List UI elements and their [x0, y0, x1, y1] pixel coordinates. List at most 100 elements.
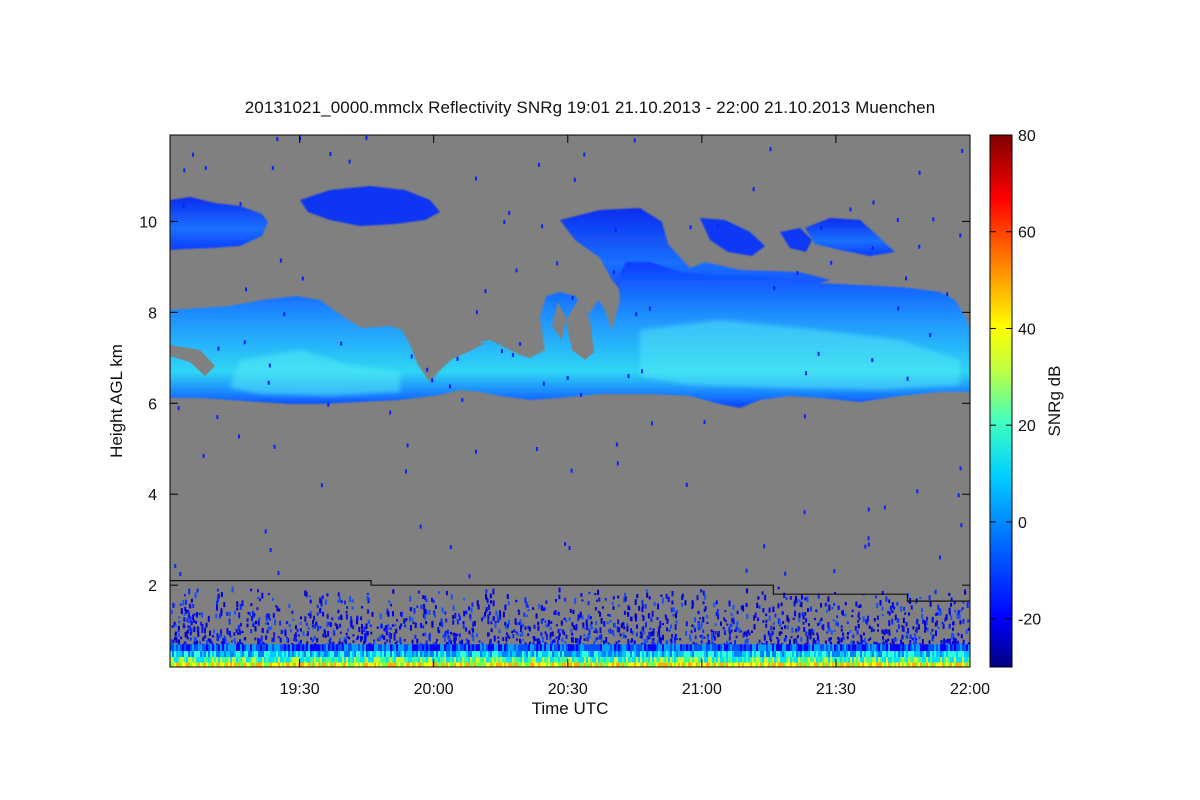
clutter-band-pixel [652, 651, 654, 657]
noise-pixel [871, 358, 874, 363]
clutter-band-pixel [462, 644, 464, 652]
clutter-band-pixel [474, 644, 476, 652]
clutter-pixel [494, 621, 497, 625]
clutter-band-pixel [492, 657, 494, 663]
clutter-band-pixel [424, 651, 426, 657]
clutter-band-pixel [418, 651, 420, 657]
clutter-band-pixel [354, 644, 356, 652]
clutter-band-pixel [480, 662, 482, 667]
noise-pixel [174, 564, 177, 569]
clutter-band-pixel [626, 662, 628, 667]
clutter-pixel [557, 635, 560, 641]
clutter-pixel [462, 624, 465, 629]
clutter-pixel [182, 599, 185, 606]
clutter-band-pixel [870, 644, 872, 652]
clutter-pixel [660, 637, 662, 641]
clutter-pixel [798, 627, 801, 630]
noise-pixel [564, 542, 567, 546]
noise-pixel [271, 166, 274, 170]
clutter-band-pixel [664, 662, 666, 667]
clutter-pixel [743, 632, 746, 636]
clutter-band-pixel [564, 644, 566, 652]
clutter-pixel [761, 642, 763, 645]
clutter-band-pixel [912, 662, 914, 667]
clutter-band-pixel [786, 657, 788, 663]
clutter-band-pixel [264, 651, 266, 657]
clutter-band-pixel [328, 657, 330, 663]
clutter-band-pixel [854, 662, 856, 667]
clutter-pixel [717, 631, 720, 638]
clutter-pixel [702, 629, 705, 633]
clutter-pixel [180, 636, 183, 640]
clutter-band-pixel [952, 657, 954, 663]
clutter-band-pixel [838, 657, 840, 663]
clutter-band-pixel [298, 657, 300, 663]
clutter-band-pixel [896, 644, 898, 652]
clutter-band-pixel [558, 662, 560, 667]
clutter-band-pixel [752, 662, 754, 667]
clutter-pixel [248, 612, 251, 616]
clutter-band-pixel [186, 662, 188, 667]
clutter-band-pixel [936, 644, 938, 652]
clutter-pixel [582, 622, 585, 629]
clutter-pixel [504, 604, 507, 611]
noise-pixel [329, 152, 332, 157]
clutter-pixel [840, 625, 843, 628]
clutter-band-pixel [478, 644, 480, 652]
clutter-pixel [885, 629, 888, 635]
clutter-pixel [569, 608, 572, 613]
clutter-band-pixel [532, 662, 534, 667]
clutter-pixel [757, 596, 760, 600]
noise-pixel [475, 176, 477, 181]
clutter-band-pixel [654, 662, 656, 667]
clutter-pixel [777, 638, 780, 643]
clutter-pixel [590, 621, 593, 625]
clutter-band-pixel [580, 657, 582, 663]
clutter-band-pixel [454, 657, 456, 663]
clutter-pixel [575, 626, 578, 631]
clutter-band-pixel [200, 657, 202, 663]
clutter-pixel [295, 625, 297, 630]
clutter-band-pixel [884, 644, 886, 652]
clutter-band-pixel [868, 657, 870, 663]
clutter-pixel [862, 632, 865, 636]
clutter-band-pixel [234, 657, 236, 663]
noise-pixel [568, 546, 571, 551]
noise-pixel [583, 152, 586, 157]
clutter-pixel [795, 628, 798, 633]
clutter-band-pixel [902, 651, 904, 657]
clutter-pixel [674, 636, 677, 640]
clutter-pixel [579, 615, 582, 619]
clutter-band-pixel [432, 657, 434, 663]
clutter-band-pixel [722, 662, 724, 667]
clutter-band-pixel [434, 651, 436, 657]
clutter-band-pixel [250, 644, 252, 652]
clutter-pixel [585, 622, 588, 626]
clutter-band-pixel [644, 651, 646, 657]
clutter-band-pixel [536, 657, 538, 663]
clutter-band-pixel [540, 651, 542, 657]
clutter-band-pixel [264, 644, 266, 652]
clutter-pixel [591, 626, 593, 630]
clutter-pixel [881, 591, 884, 595]
clutter-pixel [618, 627, 621, 633]
clutter-band-pixel [860, 644, 862, 652]
clutter-band-pixel [708, 651, 710, 657]
clutter-band-pixel [968, 662, 970, 667]
clutter-band-pixel [648, 644, 650, 652]
clutter-pixel [351, 599, 354, 603]
clutter-band-pixel [496, 651, 498, 657]
clutter-pixel [865, 642, 868, 646]
clutter-pixel [935, 613, 938, 616]
clutter-pixel [706, 634, 709, 637]
clutter-pixel [858, 617, 861, 621]
clutter-band-pixel [406, 657, 408, 663]
clutter-band-pixel [898, 651, 900, 657]
clutter-pixel [183, 594, 186, 597]
clutter-band-pixel [964, 657, 966, 663]
clutter-band-pixel [452, 657, 454, 663]
clutter-pixel [346, 636, 349, 639]
clutter-band-pixel [350, 662, 352, 667]
clutter-band-pixel [502, 657, 504, 663]
clutter-band-pixel [718, 651, 720, 657]
